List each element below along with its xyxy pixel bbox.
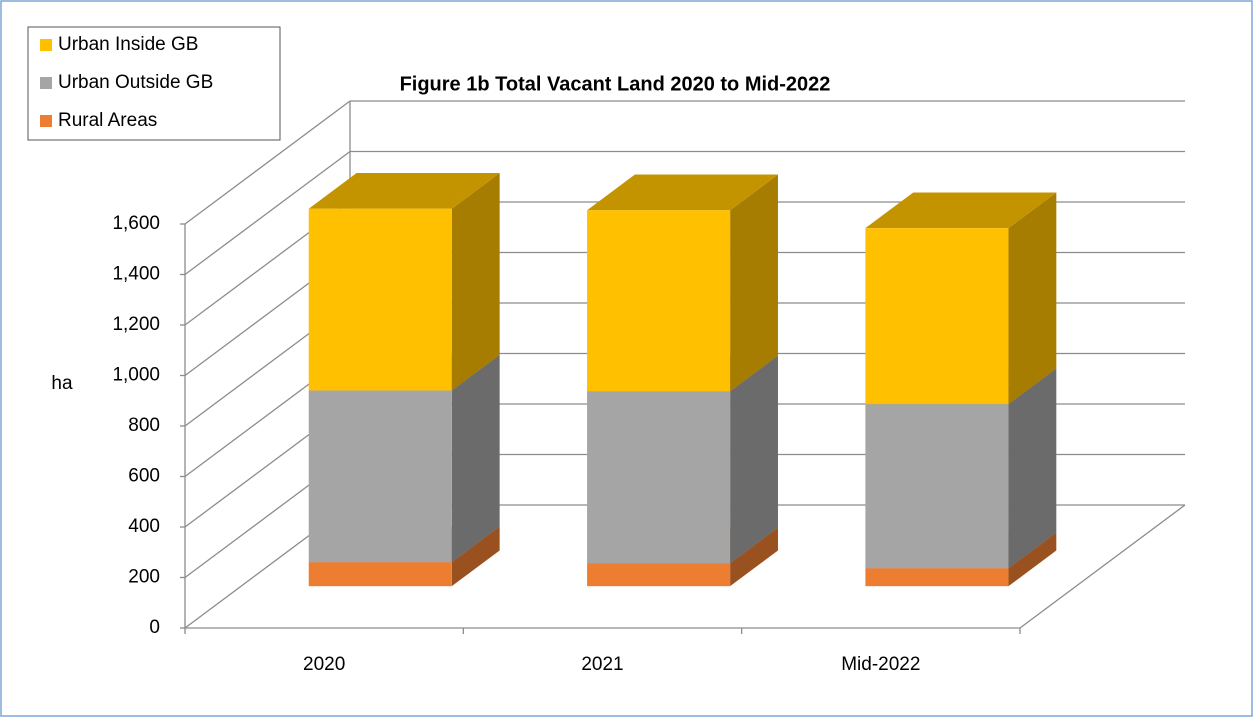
y-tick-label: 1,400 [112,264,160,285]
bar-side [730,527,778,587]
bar [587,210,731,392]
bar [308,562,452,587]
y-tick-label: 0 [149,617,160,638]
bar-top [587,174,778,211]
bar [865,228,1009,405]
chart-title: Figure 1b Total Vacant Land 2020 to Mid-… [400,73,831,95]
bar-side [451,526,500,587]
bar-side [730,174,778,392]
legend-swatch [40,77,52,89]
legend-label: Urban Inside GB [58,34,198,55]
y-tick-label: 1,600 [112,213,160,234]
bar-top [308,173,500,209]
grid-line [184,150,351,276]
bar [308,390,452,563]
x-tick-label: Mid-2022 [841,654,920,675]
bar [865,568,1009,587]
bar-side [451,173,500,391]
bar [308,208,452,391]
x-tick-label: 2020 [303,654,345,675]
y-tick-label: 600 [128,466,160,487]
legend-box [27,26,281,141]
legend-label: Urban Outside GB [58,72,213,93]
y-tick-label: 400 [128,516,160,537]
legend-swatch [40,39,52,51]
bar-side [451,354,500,563]
y-tick-label: 1,200 [112,314,160,335]
legend-swatch [40,115,52,127]
bar-side [1008,368,1057,569]
bar [587,563,731,587]
y-tick-label: 800 [128,415,160,436]
bar-side [1008,192,1057,405]
bar-side [730,355,778,564]
y-tick-label: 200 [128,567,160,588]
bar [865,404,1009,569]
bar [587,391,731,564]
grid-line [184,100,351,225]
bar-top [865,192,1057,229]
y-axis-label: ha [51,373,73,394]
legend-label: Rural Areas [58,110,157,131]
x-tick-label: 2021 [581,654,623,675]
bar-side [1008,532,1057,587]
y-tick-label: 1,000 [112,365,160,386]
